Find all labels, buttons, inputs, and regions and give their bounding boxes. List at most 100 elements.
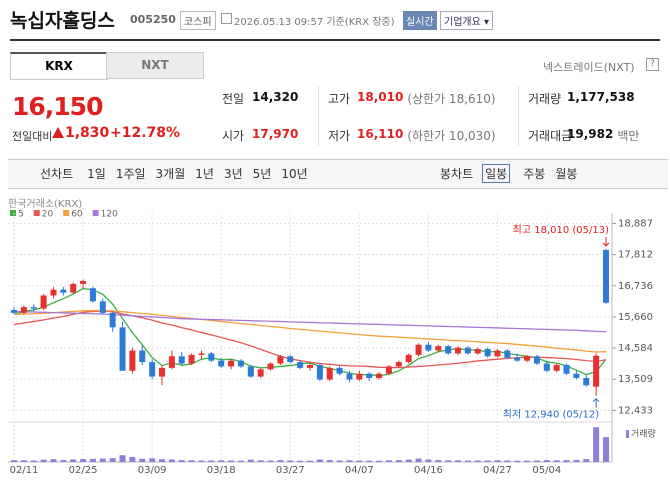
candle-body — [593, 355, 600, 387]
volume-bar — [109, 458, 116, 462]
volume-bar — [277, 460, 284, 462]
candle-body — [70, 283, 77, 293]
min-arrow — [592, 397, 600, 408]
candle-body — [178, 356, 185, 364]
period-button[interactable]: 3개월 — [155, 167, 186, 181]
tab[interactable]: KRX — [10, 52, 108, 80]
period-button[interactable]: 일봉 — [482, 164, 511, 183]
legend-label: 5 — [18, 210, 24, 220]
volume-bar — [533, 460, 540, 462]
period-button[interactable]: 월봉 — [555, 167, 578, 181]
volume-bar — [464, 460, 471, 462]
stat-value: 19,982 — [567, 127, 614, 141]
candle-body — [80, 281, 87, 284]
change: 1,830 — [65, 125, 110, 141]
stock-code: 005250 — [130, 13, 176, 26]
volume-bar — [20, 460, 27, 462]
volume-bar — [168, 459, 175, 462]
toolbar — [8, 159, 668, 189]
period-button[interactable]: 3년 — [223, 167, 243, 181]
period-button[interactable]: 5년 — [252, 167, 272, 181]
moving-average — [13, 309, 607, 353]
volume-bar — [474, 460, 481, 462]
period-button[interactable]: 10년 — [281, 167, 308, 181]
volume-bar — [494, 460, 501, 462]
candle-body — [30, 307, 37, 309]
volume-bar — [583, 459, 590, 462]
candle-body — [464, 347, 471, 354]
volume-bar — [524, 460, 531, 462]
x-tick-label: 03/27 — [276, 465, 305, 476]
volume-bar — [346, 460, 353, 462]
nxt-link[interactable]: 넥스트레이드(NXT) — [543, 61, 635, 74]
stat-label: 고가 — [328, 92, 351, 106]
chart-type[interactable]: 선차트 — [40, 167, 74, 181]
volume-bar — [504, 460, 511, 462]
up-arrow — [52, 127, 64, 138]
candle-body — [50, 289, 57, 296]
volume-bar — [543, 460, 550, 462]
volume-bar — [336, 460, 343, 462]
tab[interactable]: NXT — [106, 52, 204, 79]
stat-value: 14,320 — [252, 90, 299, 104]
candle-body — [267, 363, 274, 370]
candle-body — [385, 366, 392, 374]
candle-body — [583, 378, 590, 386]
candle-body — [218, 360, 225, 367]
volume-bar — [50, 459, 57, 462]
legend-swatch — [63, 210, 70, 216]
company-button[interactable]: 기업개요 ▾ — [440, 11, 493, 30]
volume-bar — [119, 455, 126, 462]
candle-body — [20, 307, 27, 313]
header-rule — [10, 39, 660, 41]
period-button[interactable]: 1일 — [87, 167, 106, 181]
candle-body — [376, 373, 383, 379]
candle-body — [504, 350, 511, 358]
y-tick-label: 18,887 — [618, 219, 653, 230]
candle-body — [247, 366, 254, 377]
volume-bar — [40, 459, 47, 462]
stat-label: 거래대금 — [528, 129, 573, 143]
candle-body — [208, 353, 215, 361]
candle-body — [553, 364, 560, 371]
period-button[interactable]: 1주일 — [115, 167, 146, 181]
realtime-button[interactable]: 실시간 — [403, 11, 437, 30]
period-button[interactable]: 주봉 — [523, 167, 546, 181]
volume-bar — [356, 460, 363, 462]
volume-bar — [149, 458, 156, 462]
candle-body — [533, 356, 540, 364]
volume-bar — [247, 459, 254, 462]
period-button[interactable]: 1년 — [195, 167, 214, 181]
candle-body — [307, 364, 313, 368]
candle-body — [484, 349, 491, 357]
volume-label: 거래량 — [631, 428, 656, 440]
volume-bar — [385, 460, 392, 462]
x-tick-label: 04/16 — [414, 465, 443, 476]
volume-bar — [139, 458, 146, 462]
help-icon[interactable]: ? — [646, 58, 659, 71]
candle-body — [168, 356, 175, 368]
x-tick-label: 04/27 — [483, 465, 512, 476]
volume-bar — [198, 460, 205, 462]
volume-bar — [89, 458, 96, 462]
legend-swatch — [33, 210, 40, 216]
candle-body — [425, 344, 432, 351]
y-tick-label: 15,660 — [618, 312, 653, 323]
separator — [518, 86, 519, 146]
candle-body — [474, 349, 481, 354]
candle-body — [297, 362, 304, 368]
candle-body — [228, 360, 235, 367]
chart-type[interactable]: 봉차트 — [440, 167, 474, 181]
volume-bar — [80, 459, 87, 462]
chart-source: 한국거래소(KRX) — [8, 198, 82, 210]
volume-bar — [425, 459, 432, 462]
y-tick-label: 13,509 — [618, 374, 653, 385]
candle-body — [237, 360, 244, 367]
volume-bar — [484, 460, 491, 462]
min-label: 최저 12,940 (05/12) — [503, 409, 599, 421]
candle-body — [573, 373, 580, 379]
volume-bar — [257, 460, 264, 462]
stat-note: 백만 — [617, 129, 640, 143]
candle-body — [563, 364, 570, 374]
candle-body — [149, 362, 156, 377]
